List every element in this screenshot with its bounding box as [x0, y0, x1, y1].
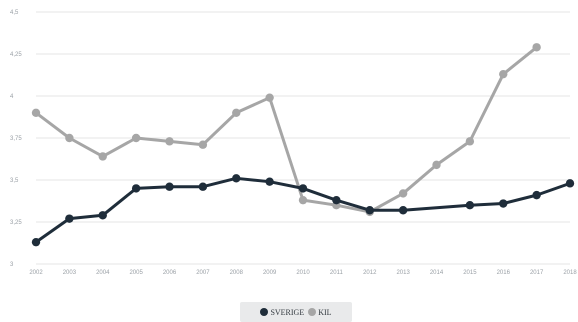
- data-point[interactable]: [532, 43, 541, 52]
- x-tick-label: 2004: [96, 270, 110, 276]
- data-point[interactable]: [98, 211, 107, 220]
- series-line-sverige: [35, 176, 571, 244]
- data-point[interactable]: [232, 108, 241, 118]
- y-tick-label: 3,75: [10, 136, 22, 142]
- y-tick-label: 3,5: [10, 178, 19, 184]
- data-point[interactable]: [532, 190, 541, 200]
- data-point[interactable]: [131, 133, 141, 143]
- x-axis-ticks: 2002 2003 2004 2005 2006 2007 2008 2009 2010 2011…: [29, 270, 577, 276]
- y-axis-ticks: 4,5 4,25 4 3,75 3,5 3,25 3: [10, 10, 22, 268]
- data-point[interactable]: [165, 137, 174, 146]
- data-point[interactable]: [265, 93, 274, 102]
- series-sverige: [31, 174, 575, 247]
- x-tick-label: 2005: [129, 270, 143, 276]
- data-point[interactable]: [499, 69, 508, 79]
- series-layer: [31, 43, 575, 247]
- data-point[interactable]: [165, 182, 174, 191]
- data-point[interactable]: [398, 189, 408, 198]
- grid: [36, 11, 570, 265]
- x-tick-label: 2006: [163, 270, 177, 276]
- data-point[interactable]: [65, 133, 74, 143]
- x-tick-label: 2015: [463, 270, 477, 276]
- data-point[interactable]: [65, 214, 74, 223]
- data-point[interactable]: [465, 201, 475, 210]
- data-point[interactable]: [198, 140, 208, 149]
- data-point[interactable]: [198, 182, 208, 191]
- series-line-kil: [35, 46, 538, 214]
- data-point[interactable]: [398, 206, 408, 215]
- y-tick-label: 4,25: [10, 52, 22, 58]
- x-tick-label: 2009: [263, 270, 277, 276]
- data-point[interactable]: [565, 179, 575, 188]
- legend-label-sverige: SVERIGE: [270, 307, 305, 317]
- legend-item-sverige[interactable]: SVERIGE: [260, 308, 304, 317]
- x-tick-label: 2017: [530, 270, 544, 276]
- legend-item-kil[interactable]: KIL: [308, 307, 332, 317]
- legend-label-kil: KIL: [318, 307, 332, 317]
- data-point[interactable]: [499, 199, 508, 208]
- x-tick-label: 2008: [230, 270, 244, 276]
- data-point[interactable]: [131, 184, 141, 193]
- y-tick-label: 3,25: [10, 220, 22, 226]
- x-tick-label: 2002: [29, 270, 43, 276]
- x-tick-label: 2011: [330, 270, 344, 276]
- y-tick-label: 3: [10, 262, 14, 268]
- x-tick-label: 2018: [563, 270, 577, 276]
- x-tick-label: 2016: [497, 270, 511, 276]
- data-point[interactable]: [31, 108, 41, 118]
- legend-dot-sverige: [260, 308, 269, 316]
- data-point[interactable]: [232, 174, 241, 183]
- data-point[interactable]: [465, 137, 475, 146]
- x-tick-label: 2013: [396, 270, 410, 276]
- data-point[interactable]: [31, 237, 41, 247]
- x-tick-label: 2010: [296, 270, 310, 276]
- data-point[interactable]: [98, 152, 107, 161]
- data-point[interactable]: [298, 195, 308, 205]
- x-tick-label: 2014: [430, 270, 444, 276]
- y-tick-label: 4: [10, 94, 14, 100]
- x-tick-label: 2012: [363, 270, 377, 276]
- data-point[interactable]: [332, 195, 341, 205]
- data-point[interactable]: [432, 160, 441, 170]
- legend-dot-kil: [308, 308, 317, 316]
- data-point[interactable]: [265, 177, 274, 186]
- y-tick-label: 4,5: [10, 10, 19, 16]
- series-kil: [31, 43, 541, 217]
- legend: SVERIGE KIL: [240, 302, 352, 322]
- x-tick-label: 2007: [196, 270, 210, 276]
- data-point[interactable]: [298, 184, 308, 193]
- x-tick-label: 2003: [63, 270, 77, 276]
- data-point[interactable]: [365, 206, 374, 215]
